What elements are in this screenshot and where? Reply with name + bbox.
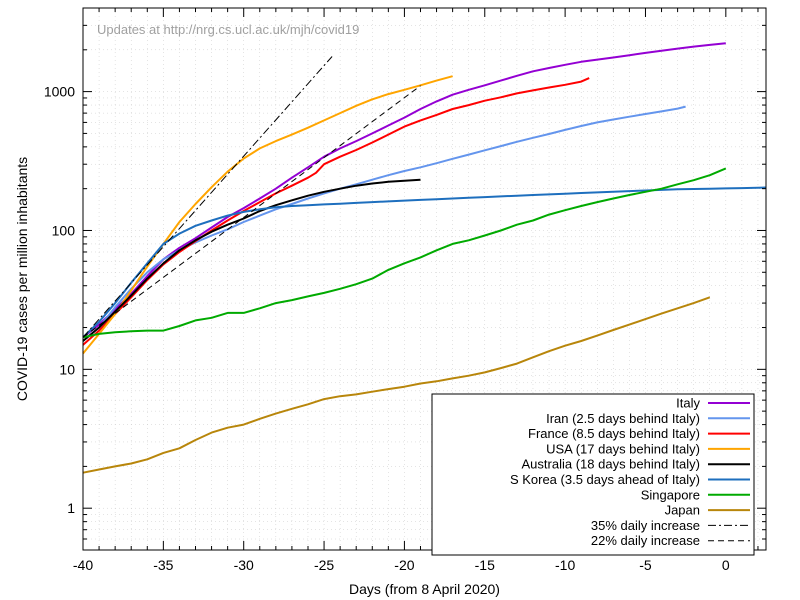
series-line-iran-2-5-days-behind-italy	[82, 105, 686, 342]
x-tick-label: -10	[555, 557, 575, 573]
y-tick-label: 10	[59, 361, 75, 377]
y-axis-label: COVID-19 cases per million inhabitants	[14, 157, 30, 401]
y-tick-label: 100	[52, 222, 76, 238]
axis-ticks: -40 -35 -30 -25 -20 -15 -10 -5 0 1 10 100 1000	[44, 7, 766, 573]
series-lines	[82, 42, 767, 474]
series-line-australia-18-days-behind-italy	[82, 178, 421, 342]
x-tick-label: -40	[73, 557, 93, 573]
annotation-url: Updates at http://nrg.cs.ucl.ac.uk/mjh/c…	[97, 22, 359, 37]
x-tick-label: -5	[639, 557, 652, 573]
x-tick-label: -35	[153, 557, 173, 573]
series-line-s-korea-3-5-days-ahead-of-italy	[82, 186, 767, 339]
legend-label-35-daily-increase: 35% daily increase	[591, 518, 700, 533]
series-line-35-daily-increase	[82, 56, 333, 338]
series-line-usa-17-days-behind-italy	[82, 75, 453, 355]
x-tick-label: -15	[475, 557, 495, 573]
legend-label-22-daily-increase: 22% daily increase	[591, 533, 700, 548]
legend-label-australia-18-days-behind-italy: Australia (18 days behind Italy)	[522, 457, 700, 472]
legend-label-usa-17-days-behind-italy: USA (17 days behind Italy)	[546, 441, 700, 456]
series-line-japan	[82, 296, 711, 474]
series-line-france-8-5-days-behind-italy	[82, 77, 590, 346]
x-tick-label: -30	[234, 557, 254, 573]
x-tick-label: 0	[722, 557, 730, 573]
x-tick-label: -25	[314, 557, 334, 573]
series-line-singapore	[82, 167, 727, 339]
y-tick-label: 1000	[44, 84, 75, 100]
y-tick-label: 1	[67, 500, 75, 516]
x-tick-label: -20	[394, 557, 414, 573]
plot-frame	[82, 7, 767, 551]
legend-label-france-8-5-days-behind-italy: France (8.5 days behind Italy)	[528, 426, 700, 441]
legend-label-japan: Japan	[665, 503, 700, 518]
legend-box	[431, 393, 755, 556]
legend-label-italy: Italy	[676, 396, 700, 411]
series-line-italy	[82, 42, 726, 339]
series-line-22-daily-increase	[82, 85, 421, 338]
legend-label-s-korea-3-5-days-ahead-of-italy: S Korea (3.5 days ahead of Italy)	[510, 472, 700, 487]
legend-label-iran-2-5-days-behind-italy: Iran (2.5 days behind Italy)	[546, 411, 700, 426]
legend-label-singapore: Singapore	[641, 487, 700, 502]
x-axis-label: Days (from 8 April 2020)	[349, 581, 500, 597]
